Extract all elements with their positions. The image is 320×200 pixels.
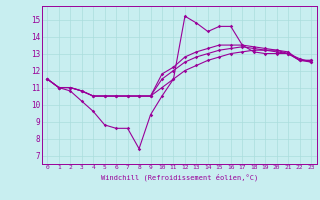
X-axis label: Windchill (Refroidissement éolien,°C): Windchill (Refroidissement éolien,°C) bbox=[100, 173, 258, 181]
